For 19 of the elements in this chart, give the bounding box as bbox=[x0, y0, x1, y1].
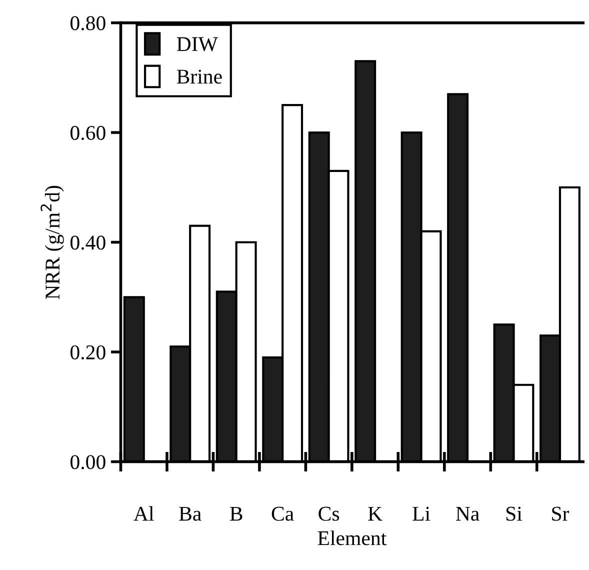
y-tick-label: 0.00 bbox=[70, 455, 106, 470]
x-tick-label: Li bbox=[412, 506, 430, 521]
legend-label: Brine bbox=[176, 70, 222, 84]
x-tick-label: K bbox=[368, 506, 382, 521]
x-tick-label: B bbox=[230, 506, 242, 521]
x-tick-label: Sr bbox=[552, 506, 570, 521]
x-axis-title: Element bbox=[318, 530, 387, 546]
y-axis-title: NRR (g/m$^{2}$d) bbox=[40, 186, 64, 300]
x-tick-label: Na bbox=[456, 506, 480, 521]
legend-label: DIW bbox=[176, 37, 218, 52]
y-tick-label: 0.60 bbox=[70, 126, 106, 140]
x-tick-label: Ba bbox=[179, 506, 202, 521]
y-tick-label: 0.20 bbox=[70, 345, 106, 360]
y-tick-label: 0.80 bbox=[70, 16, 106, 30]
y-tick-label: 0.40 bbox=[70, 236, 106, 250]
x-tick-label: Si bbox=[506, 506, 522, 521]
x-tick-label: Al bbox=[134, 506, 154, 521]
x-tick-label: Ca bbox=[272, 506, 294, 521]
x-tick-label: Cs bbox=[318, 506, 340, 521]
